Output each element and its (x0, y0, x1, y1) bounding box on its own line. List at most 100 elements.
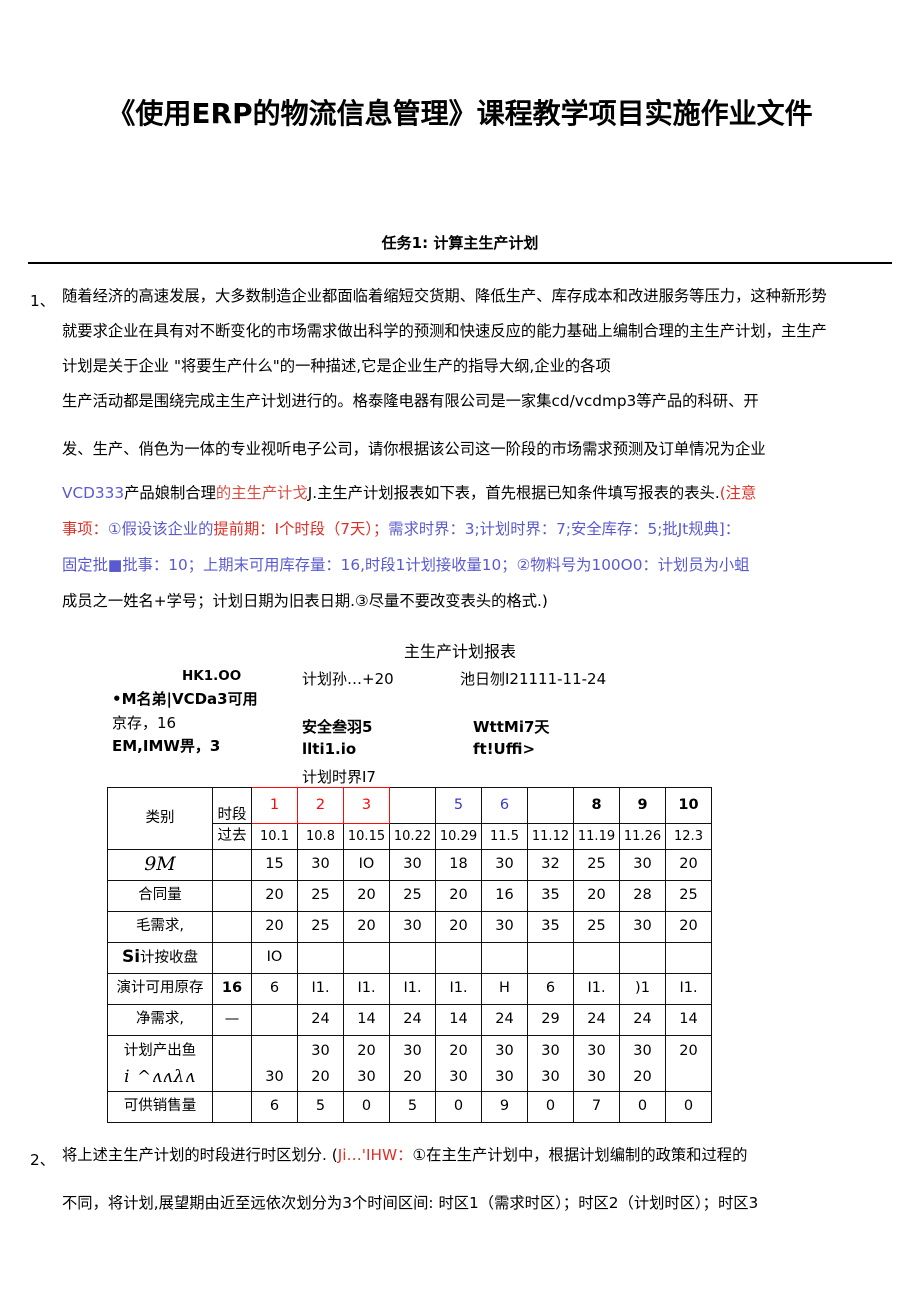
table-cell: 20 (665, 1035, 712, 1092)
table-cell: 30 20 (297, 1035, 344, 1092)
table-header-date-cell: 10.8 (297, 823, 344, 850)
table-cell: 20 (665, 911, 712, 943)
table-cell-past (212, 849, 252, 881)
task-heading: 任务1: 计算主生产计划 (381, 234, 539, 252)
table-cell: I1. (389, 973, 436, 1005)
p1-line7-b: ①假设该企业的 (107, 520, 214, 538)
p1-line-2: 就要求企业在具有对不断变化的市场需求做出科学的预测和快速反应的能力基础上编制合理… (62, 322, 827, 340)
table-header-period-cell: 3 (343, 787, 390, 824)
table-cell: 20 (251, 911, 298, 943)
paragraph-1-number: 1、 (30, 292, 56, 310)
table-row-label: 计划产出鱼 ⅰ ^ʌʌλʌ (107, 1035, 213, 1092)
table-cell: I1. (343, 973, 390, 1005)
mps-table-wrapper: 类别 时段 1 2 3 5 6 8 9 10 过去 10.1 10.8 10.15 10.22 10.29 11… (107, 787, 712, 1123)
table-header-date-cell: 11.26 (619, 823, 666, 850)
table-cell (665, 942, 712, 974)
table-cell: 30 (481, 911, 528, 943)
table-row-label: 可供销售量 (107, 1091, 213, 1123)
table-cell: )1 (619, 973, 666, 1005)
table-header-category: 类别 (107, 787, 213, 850)
table-cell (389, 942, 436, 974)
table-cell: 24 (389, 1004, 436, 1036)
table-cell: 30 (251, 1035, 298, 1092)
p1-line-1: 随着经济的高速发展，大多数制造企业都面临着缩短交货期、降低生产、库存成本和改进服… (62, 287, 827, 305)
table-cell: 30 (389, 911, 436, 943)
table-header-period-cell (389, 787, 436, 824)
table-header-period-cell: 1 (251, 787, 298, 824)
table-header-period-cell: 5 (435, 787, 482, 824)
table-cell: 24 (619, 1004, 666, 1036)
table-header-date-cell: 12.3 (665, 823, 712, 850)
table-row: 净需求, —24 14 24 14 24 29 24 24 14 (107, 1004, 712, 1036)
table-cell: 5 (389, 1091, 436, 1123)
table-cell: 9 (481, 1091, 528, 1123)
table-cell: 30 (389, 849, 436, 881)
table-cell-past (212, 1091, 252, 1123)
table-cell: 16 (481, 880, 528, 912)
horizontal-rule (28, 262, 892, 264)
table-cell: 30 (297, 849, 344, 881)
table-cell: 20 30 (343, 1035, 390, 1092)
p1-line7-c: 提前期：I个时段（7天）； (213, 520, 389, 538)
table-cell: 25 (297, 880, 344, 912)
table-row-label: Si计按收盘 (107, 942, 213, 974)
table-row: 计划产出鱼 ⅰ ^ʌʌλʌ 30 30 20 20 30 30 20 20 30 30 30 30 30 3… (107, 1035, 712, 1092)
table-header-past-label: 过去 (212, 823, 252, 850)
table-cell: 20 (251, 880, 298, 912)
report-title: 主生产计划报表 (403, 642, 516, 661)
table-row-label: 净需求, (107, 1004, 213, 1036)
table-cell: I1. (573, 973, 620, 1005)
table-cell: 35 (527, 880, 574, 912)
report-plan-timefence: 计划时界I7 (302, 768, 376, 786)
paragraph-1-body: 随着经济的高速发展，大多数制造企业都面临着缩短交货期、降低生产、库存成本和改进服… (62, 284, 827, 625)
table-cell (619, 942, 666, 974)
table-cell: 7 (573, 1091, 620, 1123)
table-row: 合同量 20 25 20 25 20 16 35 20 28 25 (107, 880, 712, 912)
table-cell-past (212, 880, 252, 912)
mps-table: 类别 时段 1 2 3 5 6 8 9 10 过去 10.1 10.8 10.15 10.22 10.29 11… (107, 787, 712, 1123)
table-cell: 0 (435, 1091, 482, 1123)
table-cell: 30 30 (573, 1035, 620, 1092)
report-planner: 计划孙…+20 (302, 670, 394, 688)
table-cell: 24 (573, 1004, 620, 1036)
table-cell: 0 (665, 1091, 712, 1123)
table-cell: IO (343, 849, 390, 881)
table-cell: 24 (297, 1004, 344, 1036)
table-header-period-cell: 10 (665, 787, 712, 824)
table-cell: 6 (527, 973, 574, 1005)
table-header-period-cell: 8 (573, 787, 620, 824)
table-cell-past: — (212, 1004, 252, 1036)
p1-line7-d: 需求时界：3;计划时界：7;安全库存：5;批Jt规典]： (388, 520, 741, 538)
p1-line6-c: 的主生产计戈 (215, 484, 308, 502)
report-demand-timefence: ft!Uffi> (473, 740, 536, 758)
p2-line-2: 不同，将计划,展望期由近至远依次划分为3个时间区间: 时区1（需求时区）；时区2… (62, 1194, 759, 1212)
table-cell (573, 942, 620, 974)
table-cell (527, 942, 574, 974)
table-cell: 25 (573, 849, 620, 881)
table-cell: 20 (665, 849, 712, 881)
p1-line-8: 固定批■批事：10；上期末可用库存量：16,时段1计划接收量10；②物料号为10… (62, 556, 750, 574)
table-cell: IO (251, 942, 298, 974)
p2-line-1: 将上述主生产计划的时段进行时区划分. (Ji…'IHW：①在主生产计划中，根据计… (62, 1143, 758, 1191)
table-row-label: 9M (107, 849, 213, 881)
table-header-period-cell (527, 787, 574, 824)
table-cell: 30 (619, 849, 666, 881)
table-cell: H (481, 973, 528, 1005)
p1-line-3: 计划是关于企业 "将要生产什么"的一种描述,它是企业生产的指导大纲,企业的各项 (62, 357, 611, 375)
table-cell: 14 (435, 1004, 482, 1036)
table-header-date-cell: 10.15 (343, 823, 390, 850)
table-cell: 25 (297, 911, 344, 943)
table-cell: 15 (251, 849, 298, 881)
report-leadtime: WttMi7天 (473, 718, 550, 736)
table-cell: 20 (343, 880, 390, 912)
table-cell: 14 (665, 1004, 712, 1036)
table-cell: 0 (527, 1091, 574, 1123)
table-header-period-label: 时段 (212, 787, 252, 824)
report-item-name: •M名弟|VCDa3可用 (112, 690, 258, 708)
table-header-period-cell: 9 (619, 787, 666, 824)
p1-line-7: 事项：①假设该企业的提前期：I个时段（7天）；需求时界：3;计划时界：7;安全库… (62, 517, 827, 553)
p1-line6-b: 产品娘制合理 (124, 484, 216, 502)
table-cell: 20 (573, 880, 620, 912)
p1-line6-d: J.主生产计划报表如下表，首先根据已知条件填写报表的表头. (307, 484, 720, 502)
